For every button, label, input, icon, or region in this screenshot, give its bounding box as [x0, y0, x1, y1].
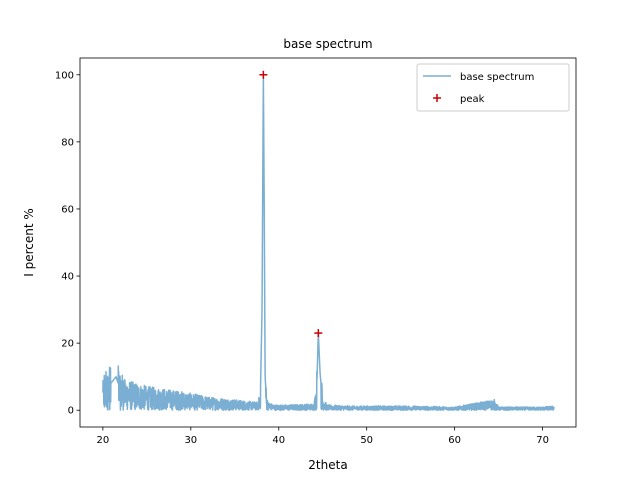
- y-tick-label: 40: [61, 272, 74, 283]
- chart-title: base spectrum: [283, 37, 372, 51]
- y-axis-label: I percent %: [22, 208, 36, 277]
- x-tick-label: 20: [96, 435, 109, 446]
- series-line-base-spectrum: [102, 75, 555, 411]
- y-tick-label: 20: [61, 339, 74, 350]
- x-tick-label: 70: [536, 435, 549, 446]
- x-tick-label: 40: [272, 435, 285, 446]
- legend-box: [416, 63, 570, 112]
- legend-label: base spectrum: [460, 72, 534, 83]
- x-axis-label: 2theta: [308, 458, 347, 472]
- peak-marker: [259, 70, 268, 79]
- axes-frame: [79, 57, 577, 428]
- x-tick-label: 50: [360, 435, 373, 446]
- y-tick-label: 80: [61, 137, 74, 148]
- x-tick-label: 60: [448, 435, 461, 446]
- legend-label: peak: [460, 94, 485, 105]
- y-tick-label: 60: [61, 204, 74, 215]
- x-tick-label: 30: [184, 435, 197, 446]
- peak-marker: [314, 329, 323, 338]
- y-tick-label: 100: [55, 70, 74, 81]
- legend: base spectrum peak: [416, 63, 570, 112]
- plot-area: [102, 75, 555, 411]
- y-tick-label: 0: [68, 406, 74, 417]
